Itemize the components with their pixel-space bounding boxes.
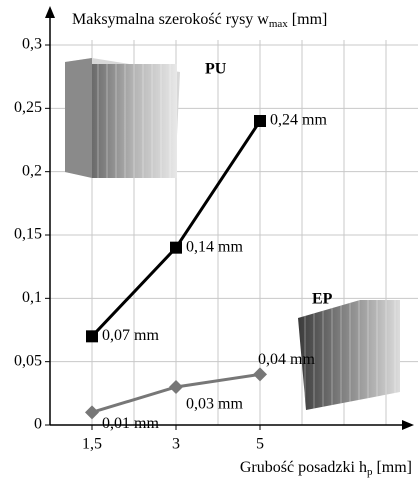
marker [85,405,99,420]
marker [169,380,183,394]
marker [170,241,182,254]
data-label: 0,04 mm [258,351,315,368]
y-tick-label: 0,25 [14,99,42,116]
x-axis-title: Grubość posadzki hp [mm] [240,459,412,478]
x-tick-label: 3 [172,436,180,453]
data-label: 0,01 mm [102,415,159,432]
y-tick-label: 0,3 [22,36,42,53]
pu-image [65,58,180,178]
x-arrow [402,420,414,430]
marker [254,115,266,127]
x-label-sub: p [367,466,373,478]
x-label-unit: [mm] [376,459,412,476]
y-label-sub: max [269,18,288,30]
y-tick-label: 0,2 [22,162,42,179]
y-tick-label: 0,15 [14,226,42,243]
x-label: Grubość posadzki h [240,459,367,476]
ep-image [298,300,400,410]
series-label: PU [205,61,227,78]
y-arrow [45,6,55,18]
x-tick-label: 1,5 [82,436,102,453]
axes [45,6,414,430]
y-tick-label: 0,05 [14,352,42,369]
x-tick-label: 5 [256,436,264,453]
data-label: 0,24 mm [270,112,327,129]
data-label: 0,14 mm [186,238,243,255]
y-label-unit: [mm] [292,11,328,28]
y-tick-label: 0,1 [22,289,42,306]
data-label: 0,03 mm [186,396,243,413]
y-axis-title: Maksymalna szerokość rysy wmax [mm] [72,11,327,30]
y-label: Maksymalna szerokość rysy w [72,11,269,28]
data-label: 0,07 mm [102,327,159,344]
marker [86,330,98,343]
series-label: EP [312,291,333,308]
marker [253,367,267,382]
y-tick-label: 0 [34,416,42,433]
